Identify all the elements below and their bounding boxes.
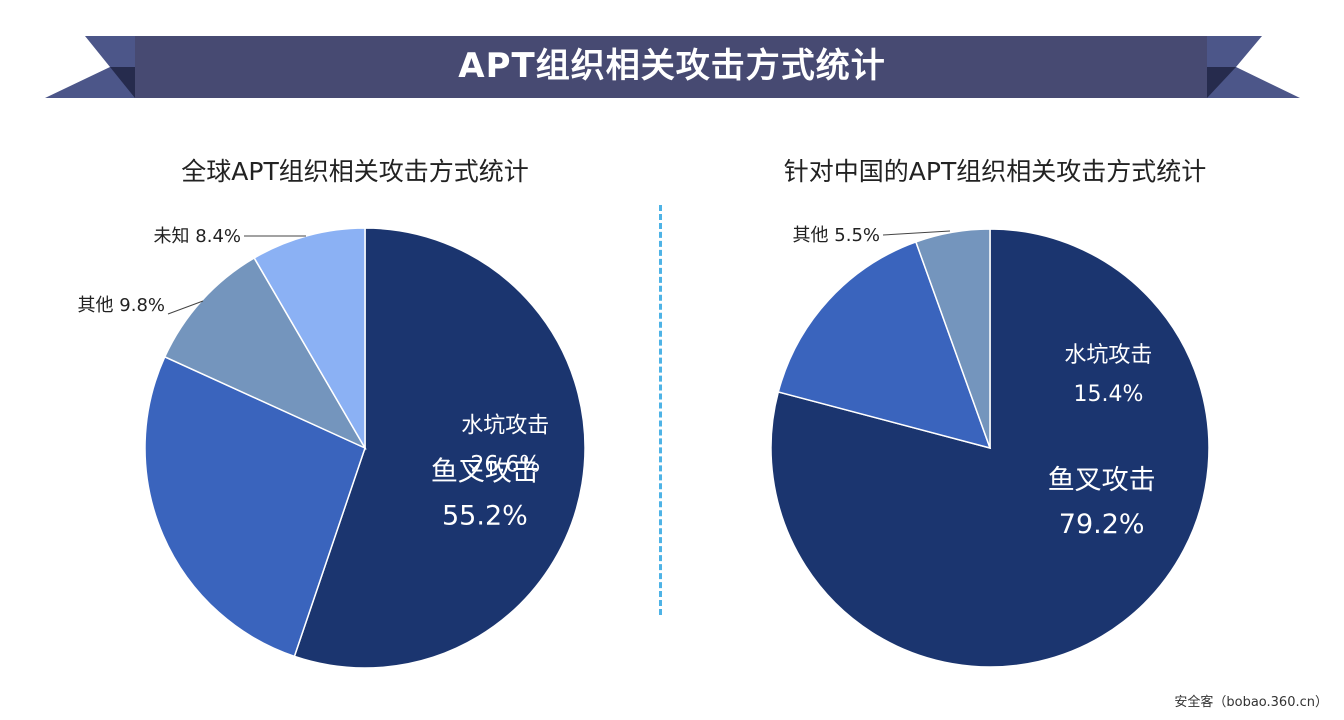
pie-slice [144, 355, 366, 658]
banner-left-ribbon-tail [45, 36, 135, 98]
slice-outside-label: 其他 5.5% [793, 225, 880, 246]
banner-band [135, 36, 1207, 98]
banner-right-ribbon-tail [1207, 36, 1300, 98]
title-banner [45, 36, 1300, 98]
pie-slice [293, 227, 586, 669]
leader-line [882, 230, 951, 236]
banner-left-fold [110, 67, 135, 98]
slice-outside-label: 其他 9.8% [78, 295, 165, 316]
slice-value-label: 79.2% [1059, 509, 1145, 540]
pie-slice [253, 227, 366, 451]
slice-name-label: 鱼叉攻击 [431, 457, 539, 488]
pie-slice [163, 256, 367, 450]
watermark: 安全客（bobao.360.cn） [1174, 695, 1328, 710]
chart-divider [659, 205, 662, 615]
slice-name-label: 鱼叉攻击 [1048, 465, 1156, 496]
pie-slice [914, 228, 991, 449]
slice-name-label: 水坑攻击 [1064, 343, 1152, 368]
slice-name-label: 水坑攻击 [461, 414, 549, 439]
chart-title-china: 针对中国的APT组织相关攻击方式统计 [783, 157, 1207, 186]
slice-value-label: 55.2% [442, 501, 528, 532]
pie-slice [777, 240, 992, 450]
page-title: APT组织相关攻击方式统计 [458, 46, 886, 86]
banner-right-fold [1207, 67, 1236, 98]
slice-value-label: 26.6% [470, 453, 540, 478]
slice-value-label: 15.4% [1073, 382, 1143, 407]
chart-title-global: 全球APT组织相关攻击方式统计 [181, 157, 529, 186]
slice-outside-label: 未知 8.4% [154, 226, 241, 247]
leader-line [167, 300, 204, 315]
